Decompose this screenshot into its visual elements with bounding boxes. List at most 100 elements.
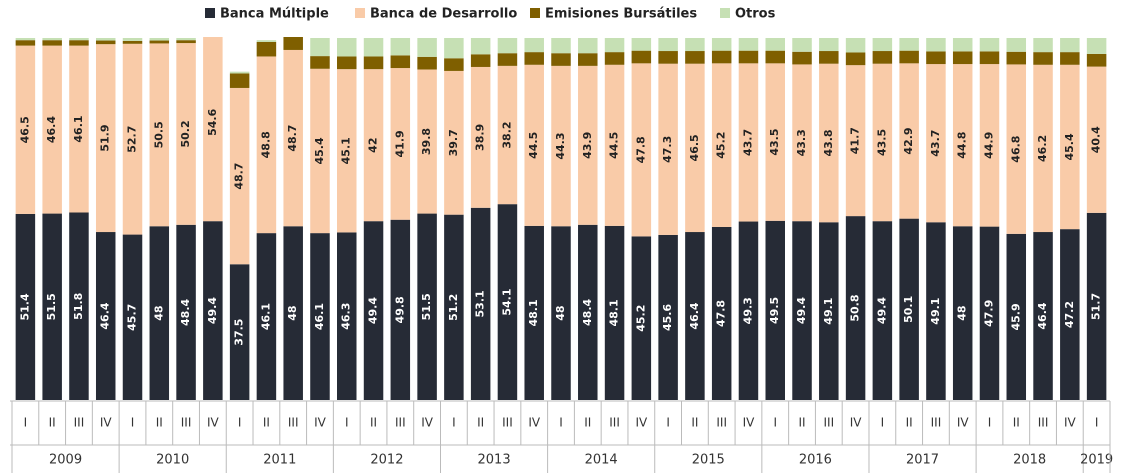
value-label: 51.7: [1090, 293, 1103, 320]
bar-segment: [551, 38, 571, 54]
x-tick-label: IV: [314, 416, 327, 430]
bar-segment: [524, 52, 544, 65]
value-label: 39.7: [447, 129, 460, 156]
bar-segment: [872, 221, 893, 400]
x-tick-label: II: [1013, 416, 1020, 430]
bar-segment: [470, 54, 491, 67]
value-label: 41.9: [393, 130, 406, 157]
x-tick-label: II: [263, 416, 270, 430]
bar-segment: [444, 214, 464, 400]
bar-segment: [524, 38, 544, 53]
bar-segment: [15, 213, 36, 400]
bar-segment: [1086, 53, 1107, 67]
x-tick-label: III: [502, 416, 513, 430]
value-label: 51.2: [447, 294, 460, 321]
bar-segment: [310, 38, 330, 57]
value-label: 48: [152, 305, 165, 320]
bar-segment: [952, 226, 973, 400]
bar-segment: [1033, 232, 1053, 400]
bar-segment: [470, 66, 491, 208]
bar-segment: [42, 40, 62, 46]
bar-segment: [604, 64, 625, 226]
bar-segment: [363, 56, 384, 70]
bar-segment: [711, 226, 732, 400]
bar-segment: [497, 204, 518, 400]
bar-segment: [363, 69, 384, 222]
bar-segment: [551, 65, 571, 227]
bar-segment: [390, 68, 411, 220]
bar-segment: [1060, 38, 1080, 53]
bar-segment: [792, 38, 812, 52]
bar-segment: [15, 38, 36, 41]
bar-segment: [1006, 233, 1027, 400]
value-label: 37.5: [233, 319, 246, 346]
value-label: 47.9: [982, 300, 995, 327]
bar-segment: [1006, 64, 1027, 234]
x-tick-label: I: [131, 416, 135, 430]
value-label: 49.4: [367, 297, 380, 324]
x-tick-label: III: [181, 416, 192, 430]
bar-segment: [1006, 51, 1027, 65]
bar-segment: [229, 264, 250, 400]
value-label: 44.8: [956, 132, 969, 159]
bar-segment: [283, 34, 303, 36]
bar-segment: [283, 49, 303, 227]
value-label: 49.1: [929, 298, 942, 325]
bar-segment: [872, 63, 893, 222]
x-tick-label: I: [1095, 416, 1099, 430]
bar-segment: [792, 64, 812, 222]
value-label: 48: [554, 305, 567, 320]
value-label: 40.4: [1090, 126, 1103, 153]
bar-segment: [1086, 66, 1107, 213]
bar-segment: [578, 53, 598, 66]
year-label: 2009: [49, 453, 82, 468]
bar-segment: [1086, 38, 1107, 54]
year-label: 2015: [692, 453, 725, 468]
value-label: 48.4: [581, 298, 594, 325]
value-label: 43.8: [822, 129, 835, 156]
year-label: 2014: [585, 453, 618, 468]
plot-area: 51.4 46.5 51.5 46.4 51.8 46.1 46.4 51.9 45.7 52.7…: [15, 34, 1107, 400]
value-label: 50.2: [179, 120, 192, 147]
bar-segment: [979, 38, 1000, 52]
value-label: 46.4: [45, 116, 58, 143]
bar-segment: [979, 64, 1000, 227]
bar-segment: [631, 38, 652, 51]
value-label: 46.4: [99, 302, 112, 329]
value-label: 46.3: [340, 303, 353, 330]
x-tick-label: II: [49, 416, 56, 430]
bar-segment: [792, 221, 812, 400]
value-label: 48.7: [286, 125, 299, 152]
bar-segment: [711, 38, 732, 51]
legend-label: Banca Múltiple: [220, 7, 329, 22]
bar-segment: [524, 64, 544, 226]
value-label: 43.5: [875, 129, 888, 156]
bar-segment: [658, 234, 678, 400]
bar-segment: [95, 38, 116, 41]
year-label: 2019: [1080, 453, 1113, 468]
bar-segment: [926, 64, 946, 223]
value-label: 45.2: [634, 305, 647, 332]
bar-segment: [69, 212, 89, 400]
bar-segment: [685, 63, 705, 233]
x-tick-label: III: [716, 416, 727, 430]
bar-segment: [390, 219, 411, 400]
value-label: 47.8: [634, 136, 647, 163]
value-label: 49.5: [768, 297, 781, 324]
bar-segment: [149, 38, 170, 41]
bar-segment: [685, 51, 705, 64]
bar-segment: [845, 65, 866, 217]
legend-swatch: [530, 8, 540, 18]
value-label: 46.5: [688, 134, 701, 161]
bar-segment: [95, 232, 116, 400]
value-label: 47.8: [715, 300, 728, 327]
bar-segment: [310, 68, 330, 234]
x-tick-label: I: [988, 416, 992, 430]
bar-segment: [390, 38, 411, 56]
value-label: 47.2: [1063, 301, 1076, 328]
bar-segment: [819, 63, 839, 223]
legend-swatch: [355, 8, 365, 18]
x-tick-label: I: [881, 416, 885, 430]
value-label: 45.4: [1063, 133, 1076, 160]
